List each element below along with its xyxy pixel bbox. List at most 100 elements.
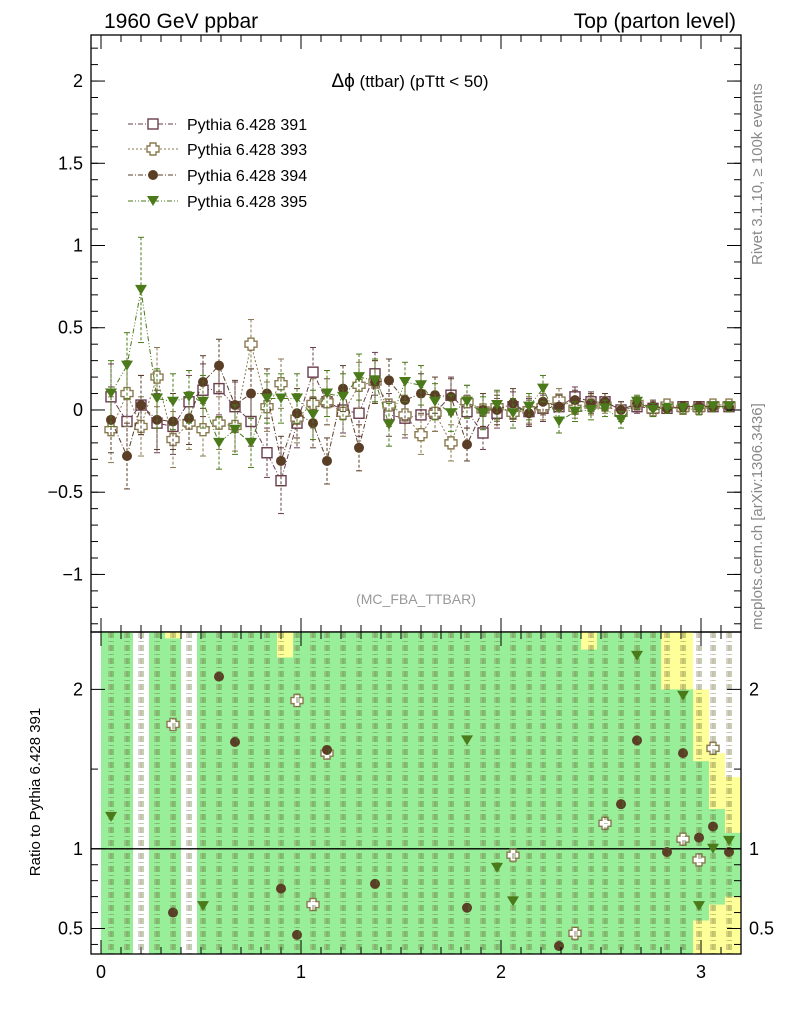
data-point-marker bbox=[398, 408, 412, 422]
data-point-marker bbox=[275, 393, 287, 404]
data-point-marker bbox=[136, 400, 146, 411]
ratio-point-marker bbox=[694, 832, 704, 843]
data-point-marker bbox=[213, 382, 225, 395]
band-green-segment bbox=[389, 632, 405, 954]
data-point-marker bbox=[246, 388, 256, 399]
ratio-point-marker bbox=[306, 897, 320, 912]
main-y-tick-label: 0.5 bbox=[58, 318, 83, 338]
ratio-point-marker bbox=[632, 735, 642, 746]
data-point-marker bbox=[631, 396, 643, 407]
data-point-marker bbox=[384, 375, 394, 386]
data-point-marker bbox=[444, 436, 458, 450]
data-point-marker bbox=[150, 370, 164, 384]
ratio-point-marker bbox=[676, 832, 690, 846]
data-point-marker bbox=[537, 383, 549, 394]
data-point-marker bbox=[151, 393, 163, 404]
legend-entry-391: Pythia 6.428 391 bbox=[128, 117, 307, 134]
data-point-marker bbox=[523, 401, 535, 412]
ratio-point-marker bbox=[105, 811, 117, 822]
ratio-point-marker bbox=[724, 846, 734, 857]
data-point-marker bbox=[261, 393, 273, 404]
ratio-series-layer bbox=[105, 632, 735, 954]
ratio-y-axis-label: Ratio to Pythia 6.428 391 bbox=[27, 708, 44, 876]
rivet-version-label: Rivet 3.1.10, ≥ 100k events bbox=[749, 83, 766, 265]
ratio-point-marker bbox=[322, 744, 332, 755]
ratio-point-marker bbox=[616, 799, 626, 810]
legend-marker-394 bbox=[148, 170, 158, 180]
ratio-x-tick-label: 0 bbox=[96, 962, 106, 982]
data-point-marker bbox=[307, 366, 319, 378]
legend-label-395: Pythia 6.428 395 bbox=[187, 194, 307, 211]
main-series-layer bbox=[104, 236, 736, 515]
ratio-point-marker bbox=[693, 901, 705, 912]
ratio-y-tick-label-right: 2 bbox=[749, 679, 759, 699]
legend-marker-393 bbox=[146, 142, 160, 156]
ratio-point-marker bbox=[197, 901, 209, 912]
legend-entry-395: Pythia 6.428 395 bbox=[128, 194, 307, 211]
data-point-marker bbox=[274, 376, 288, 391]
data-point-marker bbox=[461, 396, 473, 407]
data-point-marker bbox=[353, 407, 365, 419]
data-point-marker bbox=[196, 423, 210, 437]
analysis-watermark: (MC_FBA_TTBAR) bbox=[356, 591, 476, 607]
main-y-tick-label: −1 bbox=[62, 564, 83, 584]
data-point-marker bbox=[570, 395, 580, 406]
ratio-point-marker bbox=[692, 853, 706, 867]
ratio-y-tick-label: 2 bbox=[73, 679, 83, 699]
legend: Pythia 6.428 391 Pythia 6.428 393 Pythia… bbox=[128, 117, 307, 211]
band-green-segment bbox=[661, 689, 677, 954]
ratio-point-marker bbox=[723, 835, 735, 846]
ratio-point-marker bbox=[214, 671, 224, 682]
data-point-marker bbox=[106, 414, 116, 425]
ratio-point-marker bbox=[230, 736, 240, 747]
ratio-point-marker bbox=[706, 741, 720, 756]
main-x-ticks bbox=[100, 35, 722, 632]
data-point-marker bbox=[122, 451, 132, 462]
data-point-marker bbox=[553, 416, 565, 427]
data-point-marker bbox=[261, 447, 273, 459]
data-point-marker bbox=[229, 424, 241, 435]
plot-title: Δϕ (ttbar) (pTtt < 50) bbox=[331, 71, 488, 92]
ratio-point-marker bbox=[491, 862, 503, 873]
data-point-marker bbox=[585, 404, 597, 415]
data-point-marker bbox=[508, 398, 518, 409]
header-energy-label: 1960 GeV ppbar bbox=[104, 10, 258, 33]
data-point-marker bbox=[647, 404, 659, 415]
ratio-y-tick-label: 0.5 bbox=[58, 918, 83, 938]
data-point-marker bbox=[306, 396, 320, 411]
data-point-marker bbox=[491, 400, 503, 411]
data-point-marker bbox=[354, 442, 364, 453]
ratio-point-marker bbox=[631, 650, 643, 661]
legend-label-393: Pythia 6.428 393 bbox=[187, 142, 307, 159]
data-point-marker bbox=[183, 391, 195, 402]
data-point-marker bbox=[415, 380, 427, 391]
ratio-x-tick-label: 1 bbox=[296, 962, 306, 982]
legend-label-391: Pythia 6.428 391 bbox=[187, 117, 307, 134]
series-395 bbox=[105, 236, 735, 470]
plot-title-text: (ttbar) (pTtt < 50) bbox=[355, 72, 489, 91]
ratio-x-tick-label: 2 bbox=[496, 962, 506, 982]
data-point-marker bbox=[615, 414, 627, 425]
data-point-marker bbox=[369, 375, 381, 386]
mcplots-url-label: mcplots.cern.ch [arXiv:1306.3436] bbox=[749, 403, 766, 630]
ratio-point-marker bbox=[168, 907, 178, 918]
ratio-point-marker bbox=[461, 735, 473, 746]
data-point-marker bbox=[121, 360, 133, 371]
data-point-marker bbox=[693, 404, 705, 415]
main-y-tick-label: 1 bbox=[73, 236, 83, 256]
data-point-marker bbox=[507, 408, 519, 419]
ratio-y-tick-label-right: 0.5 bbox=[749, 918, 774, 938]
main-y-tick-label: −0.5 bbox=[47, 482, 83, 502]
data-point-marker bbox=[524, 408, 534, 419]
ratio-point-marker bbox=[678, 748, 688, 759]
data-point-marker bbox=[322, 455, 332, 466]
legend-marker-391 bbox=[147, 118, 159, 130]
data-point-marker bbox=[414, 427, 428, 442]
main-panel: −1 −0.5 0 0.5 1 1.5 2 Δϕ (ttbar) (pTtt < 50) (… bbox=[47, 34, 742, 633]
ratio-point-marker bbox=[708, 821, 718, 832]
data-point-marker bbox=[554, 401, 564, 412]
ratio-x-axis: 0 1 2 3 bbox=[96, 632, 722, 982]
data-point-marker bbox=[244, 337, 258, 351]
data-point-marker bbox=[445, 408, 457, 419]
plot-title-symbol: Δϕ bbox=[331, 71, 354, 92]
